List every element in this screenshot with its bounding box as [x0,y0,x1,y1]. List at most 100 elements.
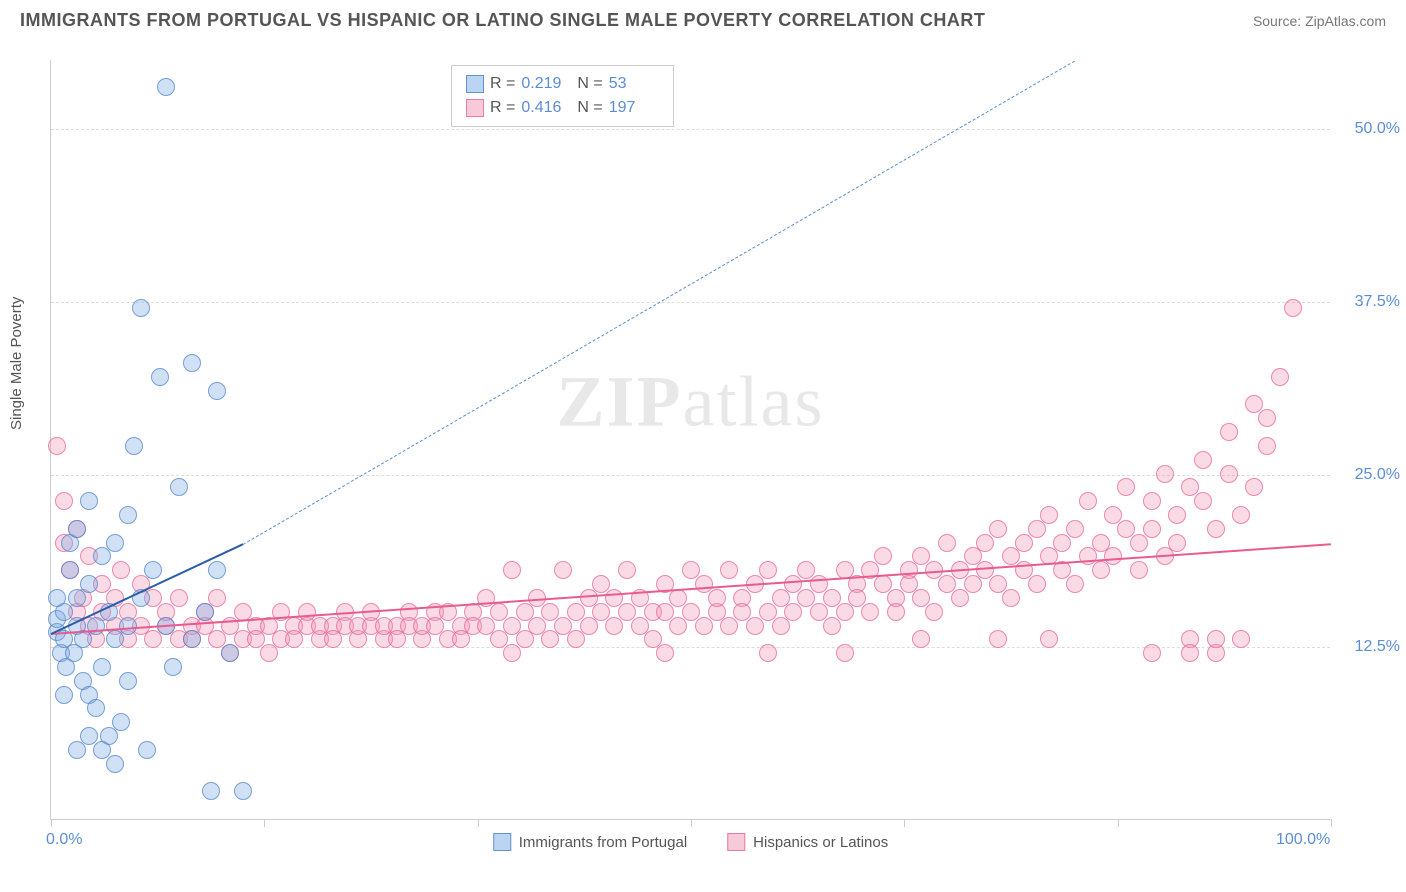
data-point [925,603,943,621]
data-point [951,589,969,607]
data-point [106,534,124,552]
legend-swatch-blue-icon [493,833,511,851]
data-point [1207,520,1225,538]
x-tick [478,819,479,827]
data-point [1040,506,1058,524]
x-tick [691,819,692,827]
data-point [1194,451,1212,469]
data-point [567,630,585,648]
x-tick [51,819,52,827]
data-point [861,603,879,621]
data-point [119,617,137,635]
data-point [746,617,764,635]
data-point [1284,299,1302,317]
data-point [151,368,169,386]
data-point [324,630,342,648]
legend-swatch-pink [466,99,484,117]
data-point [1104,547,1122,565]
data-point [106,630,124,648]
data-point [183,354,201,372]
data-point [80,575,98,593]
data-point [1181,644,1199,662]
data-point [260,644,278,662]
trend-line [51,544,1331,636]
data-point [772,617,790,635]
data-point [112,561,130,579]
data-point [720,617,738,635]
data-point [836,644,854,662]
data-point [708,589,726,607]
data-point [580,617,598,635]
x-tick [1118,819,1119,827]
data-point [874,547,892,565]
data-point [1271,368,1289,386]
data-point [68,589,86,607]
legend-swatch-pink-icon [727,833,745,851]
data-point [68,741,86,759]
data-point [1245,478,1263,496]
data-point [989,630,1007,648]
data-point [1258,409,1276,427]
data-point [452,630,470,648]
data-point [669,617,687,635]
data-point [1258,437,1276,455]
legend-row-blue: R = 0.219 N = 53 [466,72,659,96]
data-point [759,644,777,662]
data-point [541,630,559,648]
data-point [65,644,83,662]
data-point [208,589,226,607]
data-point [605,617,623,635]
data-point [132,299,150,317]
data-point [48,589,66,607]
data-point [554,561,572,579]
scatter-chart: ZIPatlas R = 0.219 N = 53 R = 0.416 N = … [50,60,1330,820]
legend-item-portugal: Immigrants from Portugal [493,833,687,851]
data-point [388,630,406,648]
data-point [144,561,162,579]
data-point [119,672,137,690]
data-point [1143,644,1161,662]
legend-item-hispanic: Hispanics or Latinos [727,833,888,851]
data-point [55,492,73,510]
data-point [93,658,111,676]
data-point [1220,465,1238,483]
data-point [1015,534,1033,552]
data-point [202,782,220,800]
chart-title: IMMIGRANTS FROM PORTUGAL VS HISPANIC OR … [20,10,985,31]
data-point [836,603,854,621]
data-point [1028,575,1046,593]
data-point [87,699,105,717]
data-point [1092,561,1110,579]
gridline [51,129,1330,130]
gridline [51,302,1330,303]
data-point [48,437,66,455]
data-point [112,713,130,731]
y-tick-label: 12.5% [1355,638,1400,656]
y-tick-label: 50.0% [1355,120,1400,138]
data-point [1143,492,1161,510]
x-tick [264,819,265,827]
watermark: ZIPatlas [557,360,825,443]
data-point [1028,520,1046,538]
data-point [55,686,73,704]
x-tick [1331,819,1332,827]
data-point [170,589,188,607]
data-point [720,561,738,579]
data-point [157,78,175,96]
data-point [164,658,182,676]
data-point [964,575,982,593]
data-point [138,741,156,759]
data-point [503,644,521,662]
gridline [51,475,1330,476]
data-point [938,534,956,552]
data-point [759,561,777,579]
data-point [80,727,98,745]
data-point [285,630,303,648]
data-point [208,382,226,400]
y-axis-label: Single Male Poverty [8,297,25,430]
data-point [1002,589,1020,607]
data-point [976,534,994,552]
data-point [1168,534,1186,552]
data-point [989,520,1007,538]
data-point [196,603,214,621]
